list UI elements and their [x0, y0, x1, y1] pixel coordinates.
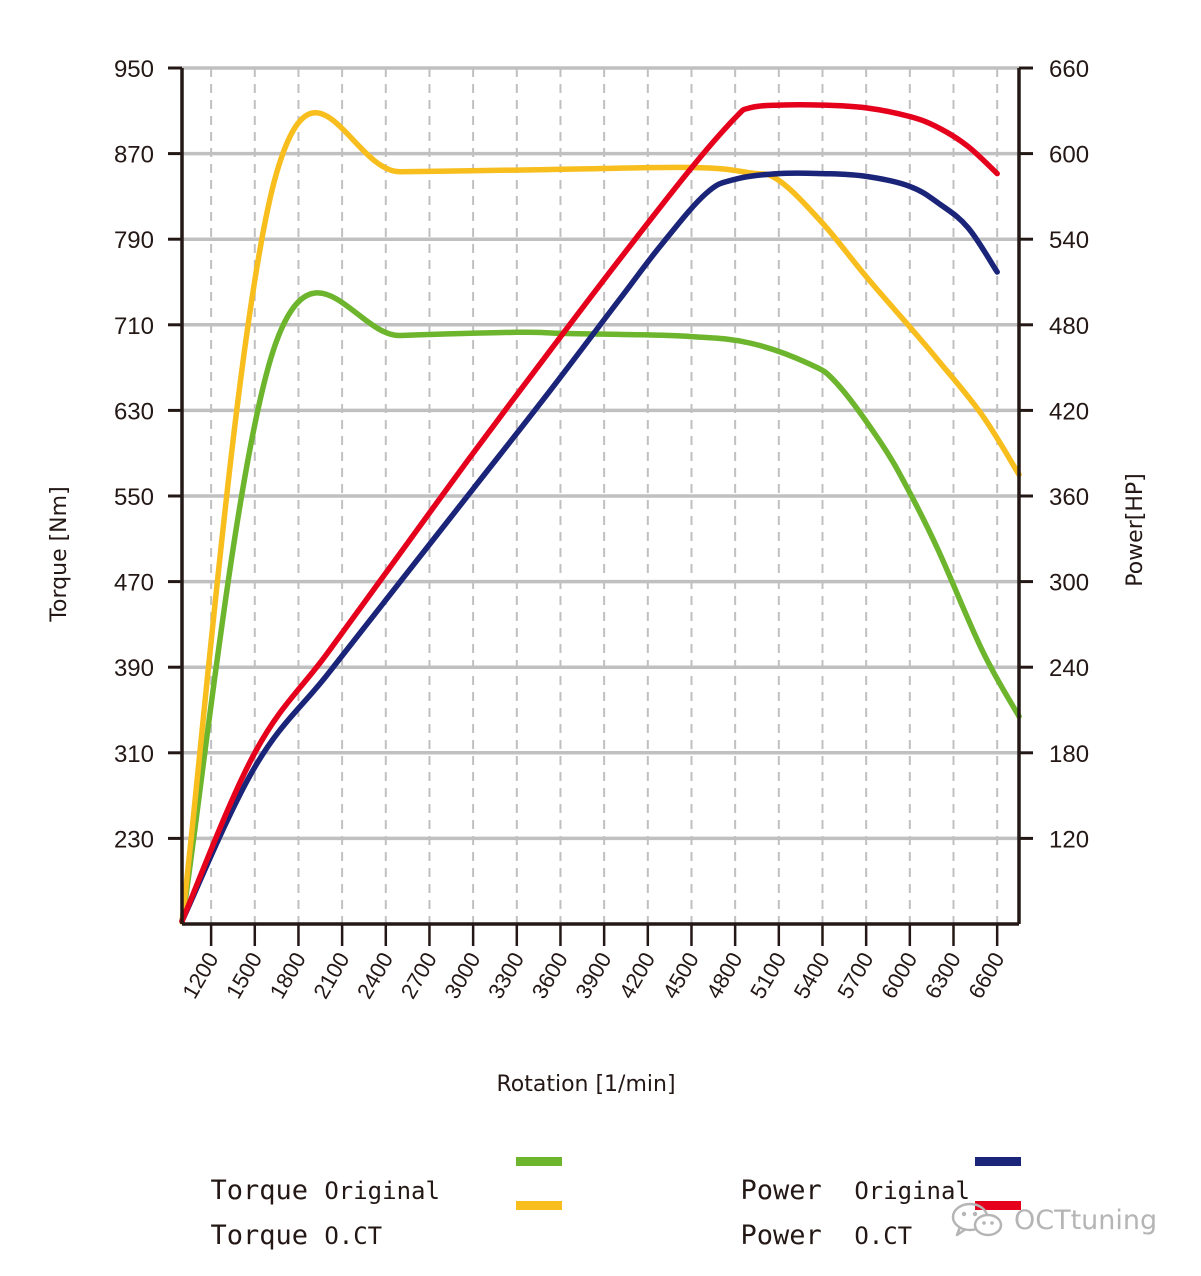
x-tick-label: 1800 [265, 948, 311, 1003]
watermark-text: OCTtuning [1014, 1204, 1158, 1236]
series-line-torque-o-ct [179, 110, 1022, 925]
y-left-tick-label: 790 [114, 227, 154, 254]
y-axis-right-title: Power[HP] [1123, 473, 1148, 587]
legend-swatch-torque-original [516, 1157, 562, 1166]
x-tick-label: 5100 [745, 948, 791, 1003]
y-left-tick-label: 310 [114, 741, 154, 768]
x-tick-label: 4800 [701, 948, 747, 1003]
x-tick-label: 6000 [876, 948, 922, 1003]
y-right-tick-label: 360 [1049, 484, 1089, 511]
legend-main: Power [740, 1220, 822, 1251]
legend-label-power-original: Power Original [708, 1146, 970, 1206]
y-left-tick-label: 630 [114, 398, 154, 425]
x-tick-label: 3900 [570, 948, 616, 1003]
watermark: OCTtuning [950, 1200, 1157, 1240]
y-right-tick-label: 240 [1049, 655, 1089, 682]
x-tick-label: 2400 [352, 948, 398, 1003]
legend-swatch-power-oct [975, 1201, 1021, 1210]
legend-label-power-oct: Power O.CT [708, 1191, 913, 1251]
legend-swatch-power-original [975, 1157, 1021, 1166]
series-lines [179, 101, 1022, 925]
legend-sub: Original [324, 1177, 440, 1205]
series-line-torque-original [179, 290, 1022, 925]
x-tick-label: 4200 [614, 948, 660, 1003]
legend-sub: O.CT [854, 1222, 913, 1250]
y-right-tick-label: 660 [1049, 56, 1089, 83]
y-right-tick-label: 480 [1049, 313, 1089, 340]
legend-label-torque-oct: Torque O.CT [178, 1191, 383, 1251]
legend-label-torque-original: Torque Original [178, 1146, 440, 1206]
wechat-icon [951, 1202, 1003, 1237]
y-right-tick-label: 600 [1049, 142, 1089, 169]
y-left-tick-label: 470 [114, 570, 154, 597]
y-right-tick-label: 120 [1049, 826, 1089, 853]
x-tick-label: 2100 [308, 948, 354, 1003]
x-tick-label: 6300 [920, 948, 966, 1003]
y-left-tick-label: 390 [114, 655, 154, 682]
legend-swatch-torque-oct [516, 1201, 562, 1210]
tick-labels: 230 310 390 470 550 630 710 790 870 950 120 180 240 3… [114, 56, 1089, 1003]
legend-sub: O.CT [324, 1222, 383, 1250]
x-tick-label: 4500 [658, 948, 704, 1003]
x-tick-label: 3600 [527, 948, 573, 1003]
x-tick-label: 1500 [221, 948, 267, 1003]
y-left-tick-label: 950 [114, 56, 154, 83]
legend-main: Power [740, 1175, 822, 1206]
y-right-tick-label: 540 [1049, 227, 1089, 254]
x-tick-label: 5400 [789, 948, 835, 1003]
y-left-tick-label: 230 [114, 826, 154, 853]
horizontal-gridlines [182, 66, 1019, 841]
series-line-power-original [179, 170, 1000, 924]
x-axis-title: Rotation [1/min] [496, 1072, 675, 1097]
x-tick-label: 3000 [439, 948, 485, 1003]
axes [168, 66, 1033, 946]
y-right-tick-label: 180 [1049, 741, 1089, 768]
legend-sub: Original [854, 1177, 970, 1205]
series-line-power-o-ct [179, 101, 1000, 924]
y-left-tick-label: 550 [114, 484, 154, 511]
x-tick-label: 6600 [963, 948, 1009, 1003]
y-left-tick-label: 710 [114, 313, 154, 340]
x-tick-label: 3300 [483, 948, 529, 1003]
legend-main: Torque [210, 1220, 309, 1251]
legend-main: Torque [210, 1175, 309, 1206]
x-tick-label: 5700 [832, 948, 878, 1003]
x-tick-label: 2700 [396, 948, 442, 1003]
x-tick-label: 1200 [177, 948, 223, 1003]
y-right-tick-label: 420 [1049, 398, 1089, 425]
y-axis-left-title: Torque [Nm] [47, 486, 72, 622]
y-left-tick-label: 870 [114, 142, 154, 169]
y-right-tick-label: 300 [1049, 570, 1089, 597]
